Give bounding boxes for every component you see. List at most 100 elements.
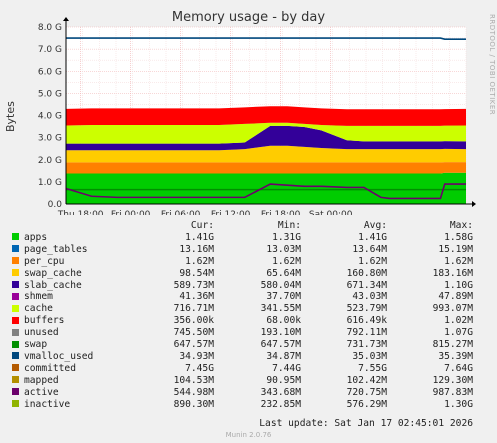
- legend-color-swatch: [12, 388, 19, 396]
- chart-title: Memory usage - by day: [171, 10, 326, 25]
- legend-max: 7.64G: [444, 362, 473, 374]
- legend-min: 34.87M: [266, 350, 301, 362]
- legend-max: 987.83M: [432, 386, 473, 398]
- legend-header-cur: Cur:: [190, 220, 214, 231]
- legend-color-swatch: [12, 304, 19, 312]
- legend-min: 68.00k: [266, 315, 301, 327]
- legend-max: 1.30G: [444, 398, 473, 410]
- legend-swatch: [10, 232, 24, 244]
- legend-avg: 35.03M: [352, 350, 387, 362]
- legend-name: unused: [24, 327, 59, 339]
- legend-max: 183.16M: [432, 267, 473, 279]
- legend-cur: 716.71M: [173, 303, 214, 315]
- legend-color-swatch: [12, 257, 19, 265]
- legend-min: 1.31G: [272, 231, 301, 243]
- area-shmem_cache_band: [66, 125, 466, 151]
- legend-avg: 616.49k: [346, 315, 387, 327]
- legend-name: swap: [24, 339, 48, 351]
- legend-swatch: [10, 387, 24, 399]
- legend-swatch: [10, 363, 24, 375]
- y-tick-label: 5.0 G: [38, 89, 62, 99]
- y-axis-arrow: [63, 17, 69, 21]
- legend-name: mapped: [24, 374, 59, 386]
- x-axis-arrow: [472, 201, 476, 207]
- legend-header-row: Cur: Min: Avg: Max:: [10, 220, 473, 232]
- legend-header-min: Min:: [277, 220, 301, 231]
- legend-row: shmem 41.36M 37.70M 43.03M 47.89M: [10, 291, 473, 303]
- legend-name: slab_cache: [24, 279, 82, 291]
- legend-max: 1.10G: [444, 279, 473, 291]
- legend-color-swatch: [12, 376, 19, 384]
- x-tick-label: Fri 18:00: [261, 210, 301, 215]
- legend-swatch: [10, 375, 24, 387]
- legend-avg: 731.73M: [346, 339, 387, 351]
- line-committed: [66, 37, 466, 40]
- legend-name: page_tables: [24, 243, 88, 255]
- legend-cur: 34.93M: [179, 350, 214, 362]
- legend-min: 65.64M: [266, 267, 301, 279]
- legend-max: 129.30M: [432, 374, 473, 386]
- legend: Cur: Min: Avg: Max: apps 1.41G 1.31G 1.41G 1…: [10, 220, 473, 411]
- legend-color-swatch: [12, 316, 19, 324]
- legend-row: page_tables 13.16M 13.03M 13.64M 15.19M: [10, 244, 473, 256]
- legend-header-avg: Avg:: [363, 220, 387, 231]
- legend-avg: 1.62M: [358, 255, 387, 267]
- legend-row: slab_cache 589.73M 580.04M 671.34M 1.10G: [10, 280, 473, 292]
- legend-row: cache 716.71M 341.55M 523.79M 993.07M: [10, 303, 473, 315]
- legend-cur: 890.30M: [173, 398, 214, 410]
- legend-min: 580.04M: [260, 279, 301, 291]
- rrdtool-credit: RRDTOOL / TOBI OETIKER: [488, 14, 496, 116]
- x-tick-label: Fri 12:00: [211, 210, 251, 215]
- legend-avg: 671.34M: [346, 279, 387, 291]
- legend-cur: 544.98M: [173, 386, 214, 398]
- legend-row: apps 1.41G 1.31G 1.41G 1.58G: [10, 232, 473, 244]
- legend-max: 1.62M: [444, 255, 473, 267]
- legend-row: committed 7.45G 7.44G 7.55G 7.64G: [10, 363, 473, 375]
- legend-swatch: [10, 351, 24, 363]
- legend-min: 90.95M: [266, 374, 301, 386]
- legend-cur: 104.53M: [173, 374, 214, 386]
- legend-row: buffers 356.00k 68.00k 616.49k 1.02M: [10, 315, 473, 327]
- line-inactive: [65, 183, 466, 200]
- legend-min: 13.03M: [266, 243, 301, 255]
- y-tick-label: 2.0 G: [38, 156, 62, 166]
- area-slab_cache: [66, 145, 466, 163]
- legend-row: inactive 890.30M 232.85M 576.29M 1.30G: [10, 399, 473, 411]
- area-unused: [66, 106, 466, 126]
- legend-color-swatch: [12, 364, 19, 372]
- y-tick-label: 8.0 G: [38, 23, 62, 33]
- legend-header-max: Max:: [449, 220, 473, 231]
- legend-name: shmem: [24, 291, 53, 303]
- legend-name: apps: [24, 231, 48, 243]
- legend-swatch: [10, 280, 24, 292]
- legend-color-swatch: [12, 400, 19, 408]
- legend-color-swatch: [12, 328, 19, 336]
- legend-max: 47.89M: [438, 291, 473, 303]
- legend-cur: 1.41G: [185, 231, 214, 243]
- legend-max: 993.07M: [432, 303, 473, 315]
- memory-chart: 0.0 1.0 G 2.0 G 3.0 G 4.0 G 5.0 G 6.0 G 7.0 G 8.…: [38, 17, 476, 215]
- legend-color-swatch: [12, 269, 19, 277]
- legend-swatch: [10, 303, 24, 315]
- legend-min: 232.85M: [260, 398, 301, 410]
- legend-name: buffers: [24, 315, 65, 327]
- legend-min: 1.62M: [272, 255, 301, 267]
- legend-row: unused 745.50M 193.10M 792.11M 1.07G: [10, 327, 473, 339]
- y-tick-label: 1.0 G: [38, 178, 62, 188]
- legend-min: 647.57M: [260, 339, 301, 351]
- x-tick-label: Thu 18:00: [57, 210, 104, 215]
- legend-max: 1.02M: [444, 315, 473, 327]
- legend-swatch: [10, 256, 24, 268]
- legend-name: inactive: [24, 398, 71, 410]
- legend-cur: 647.57M: [173, 339, 214, 351]
- y-tick-label: 7.0 G: [38, 45, 62, 55]
- legend-avg: 13.64M: [352, 243, 387, 255]
- legend-swatch: [10, 399, 24, 411]
- legend-cur: 7.45G: [185, 362, 214, 374]
- area-apps: [66, 172, 466, 204]
- legend-cur: 745.50M: [173, 327, 214, 339]
- legend-row: swap 647.57M 647.57M 731.73M 815.27M: [10, 339, 473, 351]
- y-tick-label: 4.0 G: [38, 112, 62, 122]
- legend-avg: 792.11M: [346, 327, 387, 339]
- legend-swatch: [10, 291, 24, 303]
